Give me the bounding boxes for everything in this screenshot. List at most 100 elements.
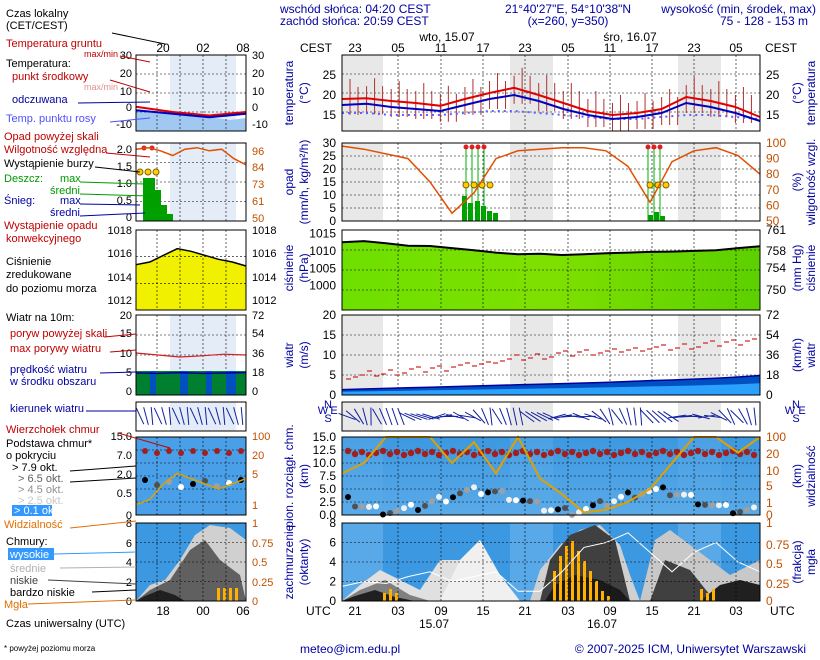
wind-arrow <box>397 407 405 426</box>
pressure-axis-left: ciśnienie <box>282 244 296 291</box>
legend-connector <box>69 520 137 529</box>
wind-arrow <box>584 413 602 420</box>
cloud-top-dot <box>624 447 632 455</box>
mini-wind-arrow <box>197 407 203 425</box>
coverage-tick: 0 <box>329 594 336 608</box>
day-label-top: śro, 16.07 <box>603 30 657 44</box>
wind-arrow <box>458 414 476 419</box>
legend-cloud-base: Podstawa chmur* <box>6 438 93 450</box>
sunset-text: zachód słońca: 20:59 CEST <box>280 14 429 28</box>
wind-arrow <box>718 409 732 424</box>
local-tick: 11 <box>604 41 617 55</box>
legend-okt79: > 7.9 okt. <box>12 462 58 474</box>
mini-vis-tick: 5 <box>252 469 258 481</box>
cloud-base-dot <box>450 494 456 501</box>
pressure-tick: 1000 <box>309 279 336 293</box>
mini-humidity-line <box>135 146 247 166</box>
cest-label-right: CEST <box>765 41 798 55</box>
wind-arrow <box>668 414 686 419</box>
legend-fog: Mgła <box>4 599 29 611</box>
cloud-base-dot <box>520 497 526 504</box>
cloud-top-dot <box>400 451 408 459</box>
legend-precip-above: Opad powyżej skali <box>4 131 99 143</box>
cloud-base-dot <box>485 489 491 496</box>
cloud-base-dot <box>702 501 708 508</box>
mini-cloud-base <box>154 482 160 488</box>
mini-vis-tick: 20 <box>252 450 264 462</box>
pressure-tick: 1010 <box>309 244 336 258</box>
legend-connector <box>79 212 146 217</box>
cloud-top-dot <box>414 447 422 455</box>
fog-bar <box>565 546 568 601</box>
utc-tick: 09 <box>603 604 617 618</box>
wind-tick: 5 <box>329 368 336 382</box>
cloud-base-dot <box>681 491 687 498</box>
mini-wind-line <box>135 371 247 375</box>
precip-tick: 30 <box>323 136 337 150</box>
cloud-base-dot <box>471 484 477 491</box>
mini-cover-tick: 8 <box>126 518 132 530</box>
mini-storm-marker <box>144 168 152 176</box>
cloud-top-dot <box>491 450 499 458</box>
legend-connector <box>109 79 151 93</box>
cloud-km-tick: 15.0 <box>313 430 337 444</box>
coverage-axis-right-unit: (frakcja) <box>790 540 804 583</box>
pressure-tick: 1015 <box>309 226 336 240</box>
cloud-top-dot <box>498 448 506 456</box>
mini-pres-tick-right: 1018 <box>252 225 276 237</box>
mini-wind-arrow <box>150 406 154 426</box>
wind-axis-left-unit: (m/s) <box>297 341 311 368</box>
legend-perceived: odczuwana <box>12 94 69 106</box>
fog-bar <box>571 541 574 601</box>
mini-wind-arrow <box>171 407 181 425</box>
legend-rel-hum: Wilgotność względna <box>4 144 108 156</box>
cloud-base-dot <box>667 492 673 499</box>
cloud-base-dot <box>443 498 449 505</box>
panel-border <box>341 436 761 516</box>
wind-tick: 15 <box>323 328 337 342</box>
temp-axis-left: temperatura <box>282 60 296 125</box>
wind-arrow <box>698 414 716 419</box>
rain-bar <box>660 216 665 221</box>
mini-rain-bar <box>143 178 155 221</box>
cloud-top-dot <box>701 450 709 458</box>
mini-fog-bar <box>229 588 232 601</box>
mini-cloud-base <box>178 484 184 490</box>
legend-connector <box>47 579 137 585</box>
cloud-axis-left-unit: (km) <box>297 464 311 488</box>
footnote: * powyżej poziomu morza <box>4 644 96 653</box>
humidity-tick: 70 <box>766 183 780 197</box>
wind-arrow <box>519 410 535 423</box>
coverage-tick: 2 <box>329 575 336 589</box>
storm-marker <box>662 181 670 189</box>
humidity-line <box>341 145 761 215</box>
wind-kmh-tick: 36 <box>766 348 780 362</box>
legend-connector <box>103 333 137 338</box>
coverage-panel: 0 2 4 6 8 1 0.75 0.5 0.25 0 zachmurzenie (oktanty) (… <box>282 516 818 608</box>
precip-tick: 5 <box>329 201 336 215</box>
humidity-tick: 90 <box>766 152 780 166</box>
wind-arrow <box>633 407 637 426</box>
cloud-base-dot <box>492 488 498 495</box>
cloud-base-dot <box>611 498 617 505</box>
cloud-top-dot <box>722 449 730 457</box>
compass-left: E <box>330 405 337 417</box>
mini-cover-tick: 0 <box>126 596 132 608</box>
mini-temp-line <box>135 105 247 117</box>
cloud-base-dot <box>688 491 694 498</box>
mini-wind-band <box>150 371 156 395</box>
cloud-base-dot <box>359 503 365 510</box>
cloud-top-dot <box>743 448 751 456</box>
mini-temp-tick-left: 30 <box>120 50 132 62</box>
footer-email: meteo@icm.edu.pl <box>300 642 400 656</box>
storm-marker <box>486 181 494 189</box>
panel-border <box>341 142 761 222</box>
mini-cloud-top <box>142 448 148 454</box>
wind-direction-mini <box>135 401 247 432</box>
wind-arrow <box>385 407 393 426</box>
cloud-base-dot <box>590 502 596 509</box>
coverage-tick: 4 <box>329 555 336 569</box>
humidity-tick: 80 <box>766 167 780 181</box>
utc-tick: 21 <box>518 604 532 618</box>
